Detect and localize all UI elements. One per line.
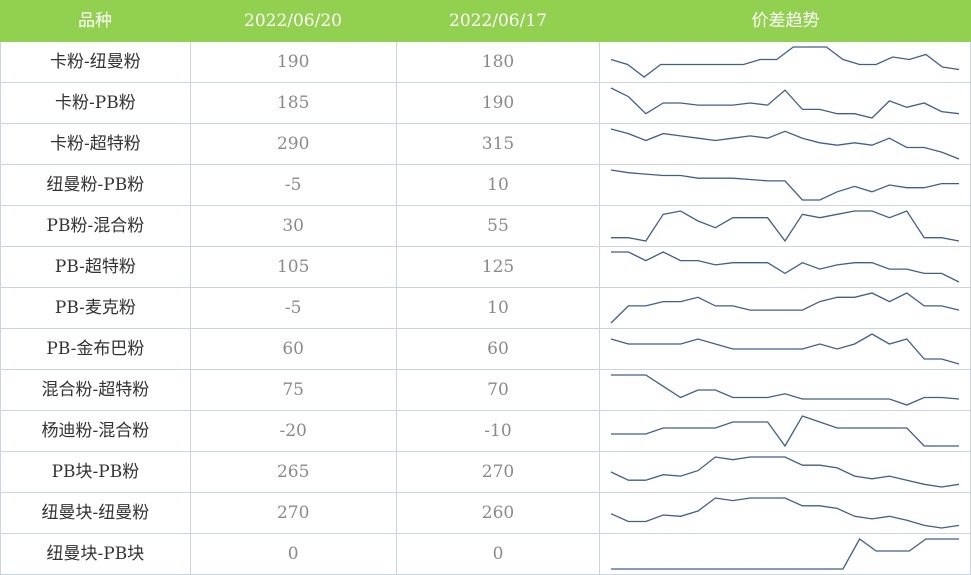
trend-sparkline [611, 169, 960, 201]
header-trend: 价差趋势 [751, 11, 820, 31]
trend-cell [600, 247, 971, 288]
trend-line [611, 128, 960, 160]
variety-name: PB-金布巴粉 [0, 329, 191, 370]
variety-name: PB-麦克粉 [0, 288, 191, 329]
table-header: 品种 2022/06/20 2022/06/17 价差趋势 [0, 0, 971, 42]
trend-sparkline [611, 456, 960, 488]
trend-cell [600, 288, 971, 329]
value-date-2: 10 [396, 165, 601, 206]
table-row: 杨迪粉-混合粉 -20 -10 [0, 411, 971, 452]
trend-line [611, 374, 960, 406]
value-date-1: 0 [190, 534, 397, 575]
value-date-2: 190 [396, 83, 601, 124]
trend-cell [600, 206, 971, 247]
value-date-2: 180 [396, 42, 601, 83]
value-date-1: 190 [190, 42, 397, 83]
variety-name: PB粉-混合粉 [0, 206, 191, 247]
trend-cell [600, 42, 971, 83]
table-row: PB粉-混合粉 30 55 [0, 206, 971, 247]
value-date-2: 60 [396, 329, 601, 370]
table-row: 混合粉-超特粉 75 70 [0, 370, 971, 411]
trend-line [611, 333, 960, 365]
variety-name: 纽曼块-PB块 [0, 534, 191, 575]
value-date-2: 0 [396, 534, 601, 575]
value-date-2: 260 [396, 493, 601, 534]
variety-name: PB块-PB粉 [0, 452, 191, 493]
value-date-1: -5 [190, 288, 397, 329]
table-row: 卡粉-纽曼粉 190 180 [0, 42, 971, 83]
trend-line [611, 169, 960, 201]
variety-name: 卡粉-PB粉 [0, 83, 191, 124]
trend-sparkline [611, 46, 960, 78]
value-date-2: 55 [396, 206, 601, 247]
trend-cell [600, 493, 971, 534]
trend-cell [600, 370, 971, 411]
trend-line [611, 210, 960, 243]
table-row: 卡粉-超特粉 290 315 [0, 124, 971, 165]
trend-cell [600, 124, 971, 165]
trend-cell [600, 165, 971, 206]
value-date-2: 125 [396, 247, 601, 288]
header-date-2: 2022/06/17 [449, 11, 547, 31]
table-row: 纽曼块-PB块 0 0 [0, 534, 971, 575]
trend-cell [600, 329, 971, 370]
header-date-1: 2022/06/20 [244, 11, 342, 31]
variety-name: PB-超特粉 [0, 247, 191, 288]
value-date-2: 70 [396, 370, 601, 411]
value-date-1: 265 [190, 452, 397, 493]
header-variety: 品种 [78, 11, 112, 31]
trend-cell [600, 534, 971, 575]
trend-line [611, 251, 960, 283]
table-row: PB-超特粉 105 125 [0, 247, 971, 288]
value-date-1: -20 [190, 411, 397, 452]
variety-name: 卡粉-纽曼粉 [0, 42, 191, 83]
table-row: 纽曼粉-PB粉 -5 10 [0, 165, 971, 206]
trend-cell [600, 83, 971, 124]
value-date-1: 105 [190, 247, 397, 288]
table-row: PB块-PB粉 265 270 [0, 452, 971, 493]
trend-sparkline [611, 251, 960, 283]
trend-sparkline [611, 87, 960, 119]
trend-cell [600, 411, 971, 452]
trend-sparkline [610, 292, 960, 324]
trend-line [611, 538, 960, 570]
value-date-2: 270 [396, 452, 601, 493]
trend-sparkline [611, 333, 960, 365]
value-date-1: 270 [190, 493, 397, 534]
trend-cell [600, 452, 971, 493]
trend-line [610, 292, 960, 324]
variety-name: 混合粉-超特粉 [0, 370, 191, 411]
trend-sparkline [611, 210, 960, 243]
value-date-1: 30 [190, 206, 397, 247]
value-date-2: 10 [396, 288, 601, 329]
trend-sparkline [611, 128, 960, 160]
variety-name: 杨迪粉-混合粉 [0, 411, 191, 452]
value-date-1: -5 [190, 165, 397, 206]
value-date-1: 75 [190, 370, 397, 411]
variety-name: 卡粉-超特粉 [0, 124, 191, 165]
trend-line [611, 46, 960, 78]
trend-sparkline [611, 374, 960, 406]
trend-sparkline [611, 538, 960, 570]
variety-name: 纽曼粉-PB粉 [0, 165, 191, 206]
trend-sparkline [611, 497, 960, 529]
value-date-1: 60 [190, 329, 397, 370]
trend-line [611, 87, 960, 119]
trend-line [611, 497, 960, 529]
table-row: 纽曼块-纽曼粉 270 260 [0, 493, 971, 534]
trend-line [611, 456, 960, 488]
table-row: PB-麦克粉 -5 10 [0, 288, 971, 329]
table-row: PB-金布巴粉 60 60 [0, 329, 971, 370]
trend-line [611, 415, 960, 448]
value-date-2: 315 [396, 124, 601, 165]
value-date-2: -10 [396, 411, 601, 452]
value-date-1: 185 [190, 83, 397, 124]
table-row: 卡粉-PB粉 185 190 [0, 83, 971, 124]
trend-sparkline [611, 415, 960, 448]
value-date-1: 290 [190, 124, 397, 165]
variety-name: 纽曼块-纽曼粉 [0, 493, 191, 534]
